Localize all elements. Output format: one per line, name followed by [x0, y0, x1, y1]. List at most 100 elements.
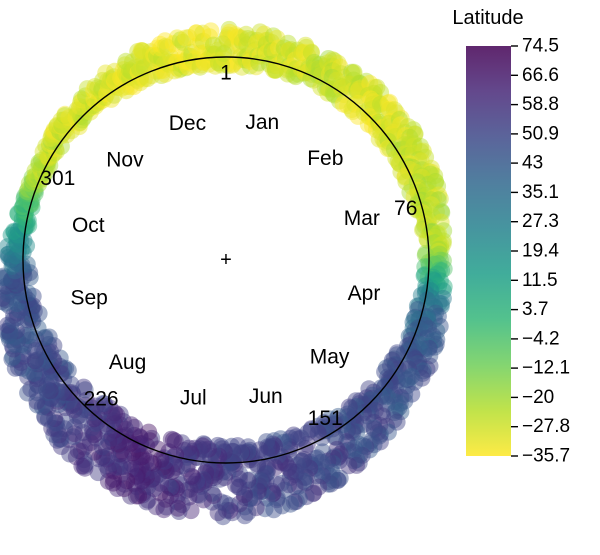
data-point: [154, 458, 172, 476]
data-point: [350, 454, 368, 472]
data-point: [379, 132, 397, 150]
data-point: [52, 111, 70, 129]
data-point: [406, 125, 424, 143]
data-point: [349, 82, 367, 100]
data-point: [231, 36, 249, 54]
data-point: [230, 478, 247, 496]
data-point: [404, 319, 422, 337]
data-point: [192, 33, 210, 51]
data-point: [32, 161, 50, 179]
data-point: [134, 484, 152, 502]
data-point: [74, 91, 92, 109]
data-point: [320, 80, 338, 98]
data-point: [20, 296, 38, 314]
data-point: [0, 297, 18, 315]
data-point: [201, 447, 219, 465]
data-point: [264, 484, 282, 502]
data-point: [122, 487, 140, 505]
data-point: [396, 145, 414, 163]
data-point: [362, 90, 380, 108]
data-point: [414, 200, 432, 218]
data-point: [124, 444, 142, 462]
data-point: [203, 467, 221, 485]
data-point: [191, 58, 209, 76]
data-point: [97, 64, 115, 82]
data-point: [233, 58, 251, 76]
data-point: [295, 451, 313, 468]
data-point: [44, 363, 62, 381]
data-point: [6, 262, 24, 280]
data-point: [178, 481, 196, 499]
data-point: [400, 146, 418, 164]
data-point: [259, 438, 277, 456]
data-point: [190, 443, 208, 461]
data-point: [177, 59, 195, 77]
data-point: [134, 42, 152, 60]
data-point: [322, 475, 340, 493]
data-point: [0, 316, 16, 334]
data-point: [420, 320, 437, 338]
data-point: [231, 478, 249, 496]
data-point: [16, 202, 34, 219]
data-point: [13, 259, 31, 277]
data-point: [431, 272, 449, 290]
data-point: [117, 426, 134, 444]
colorbar-tick-label: 35.1: [522, 182, 559, 203]
data-point: [206, 464, 224, 482]
data-point: [116, 63, 134, 81]
data-point: [429, 265, 446, 283]
data-point: [243, 446, 261, 464]
data-point: [218, 31, 236, 48]
data-point: [216, 444, 234, 461]
data-point: [285, 493, 303, 511]
data-point: [348, 398, 365, 416]
data-point: [53, 117, 70, 135]
data-point: [206, 57, 224, 75]
data-point: [76, 381, 94, 399]
data-point: [233, 444, 251, 462]
data-point: [355, 395, 373, 413]
data-point: [402, 158, 420, 176]
data-point: [180, 54, 198, 71]
data-point: [126, 448, 144, 466]
data-point: [239, 451, 257, 469]
data-point: [42, 133, 60, 151]
data-point: [174, 33, 192, 51]
data-point: [324, 62, 342, 80]
data-point: [72, 107, 90, 125]
data-point: [164, 35, 182, 53]
data-point: [26, 342, 44, 359]
data-point: [8, 295, 26, 312]
data-point: [2, 271, 20, 289]
data-point: [185, 475, 203, 493]
data-point: [42, 343, 59, 361]
data-point: [227, 476, 244, 494]
day-of-year-labels: 1 76 151 226 301: [40, 62, 417, 431]
data-point: [266, 437, 284, 455]
data-point: [339, 434, 357, 452]
data-point: [133, 472, 151, 490]
data-point: [60, 431, 78, 449]
data-point: [171, 31, 189, 49]
data-point: [317, 422, 335, 440]
data-point: [42, 382, 60, 400]
data-point: [14, 221, 32, 239]
data-point: [104, 433, 122, 451]
data-point: [43, 419, 61, 437]
data-point: [265, 501, 283, 519]
data-point: [72, 443, 90, 460]
data-point: [428, 331, 446, 349]
data-point: [268, 489, 286, 507]
data-point: [199, 459, 217, 477]
data-point: [408, 196, 426, 213]
data-point: [221, 23, 239, 41]
data-point: [188, 486, 206, 504]
data-point: [256, 444, 274, 462]
data-point: [221, 497, 239, 515]
data-point: [388, 104, 406, 122]
data-point: [430, 240, 448, 258]
data-point: [425, 298, 443, 316]
data-point: [5, 288, 23, 306]
data-point: [412, 137, 429, 155]
data-point: [365, 436, 383, 454]
